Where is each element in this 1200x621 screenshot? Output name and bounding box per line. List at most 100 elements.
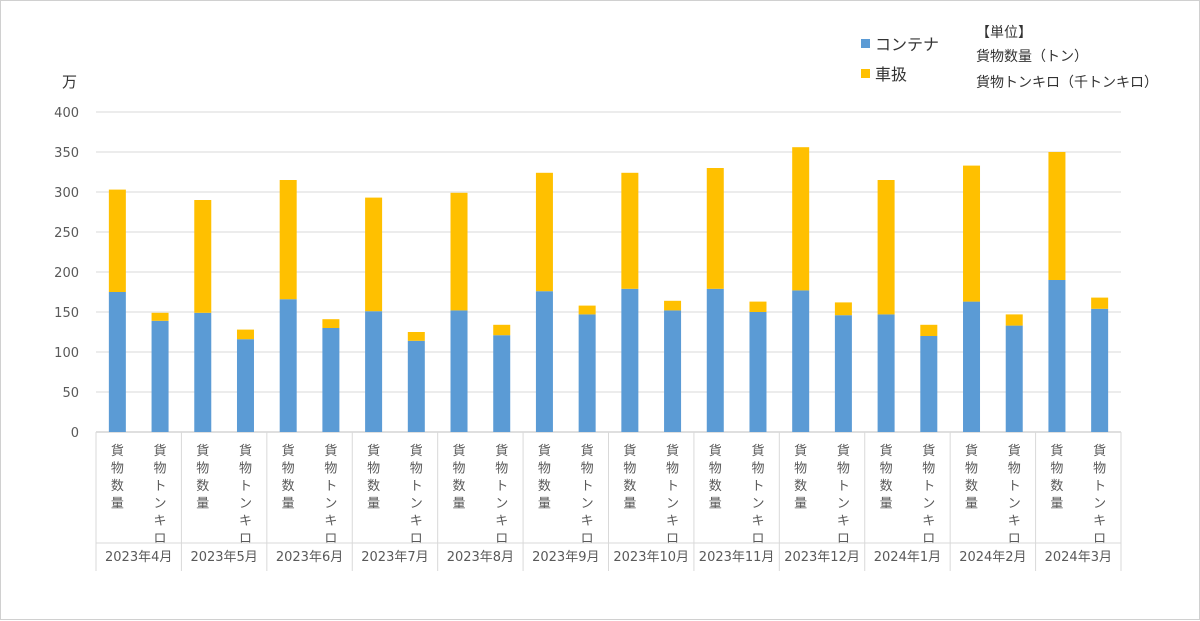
x-subcategory-label: ン xyxy=(324,497,337,512)
x-group-label: 2023年9月 xyxy=(532,550,599,565)
x-subcategory-label: 量 xyxy=(794,497,807,512)
x-group-label: 2023年11月 xyxy=(699,550,775,565)
bar-wagon-7 xyxy=(407,332,425,341)
x-subcategory-label: 物 xyxy=(965,462,978,477)
x-subcategory-label: 貨 xyxy=(282,443,295,459)
x-subcategory-label: ロ xyxy=(410,532,423,547)
x-group-label: 2024年1月 xyxy=(874,550,941,565)
x-subcategory-label: キ xyxy=(666,514,679,529)
x-subcategory-label: ン xyxy=(581,497,594,512)
bar-wagon-2 xyxy=(194,200,212,313)
x-subcategory-label: 物 xyxy=(324,462,337,477)
bar-container-1 xyxy=(151,320,169,432)
x-subcategory-label: 貨 xyxy=(751,443,764,459)
bar-container-13 xyxy=(664,310,682,432)
x-subcategory-label: 物 xyxy=(837,462,850,477)
x-subcategory-label: ト xyxy=(922,479,935,494)
x-subcategory-label: ン xyxy=(239,497,252,512)
x-subcategory-label: 貨 xyxy=(666,443,679,459)
bar-container-0 xyxy=(108,292,126,432)
bar-wagon-16 xyxy=(792,147,810,291)
x-subcategory-label: 物 xyxy=(922,462,935,477)
x-subcategory-label: 数 xyxy=(1050,479,1063,494)
bar-wagon-12 xyxy=(621,172,639,289)
x-subcategory-label: ン xyxy=(1008,497,1021,512)
x-subcategory-label: キ xyxy=(751,514,764,529)
x-subcategory-label: ロ xyxy=(581,532,594,547)
x-group-label: 2023年10月 xyxy=(613,550,689,565)
x-subcategory-label: ロ xyxy=(922,532,935,547)
x-group-label: 2023年5月 xyxy=(190,550,257,565)
bar-wagon-9 xyxy=(493,324,511,336)
y-tick-label: 300 xyxy=(54,186,79,201)
x-subcategory-label: 貨 xyxy=(880,443,893,459)
bar-wagon-18 xyxy=(877,180,895,315)
bar-wagon-4 xyxy=(279,180,297,300)
y-tick-label: 200 xyxy=(54,266,79,281)
y-tick-label: 150 xyxy=(54,306,79,321)
bar-container-6 xyxy=(365,311,383,432)
bar-container-19 xyxy=(920,336,938,432)
x-subcategory-label: 貨 xyxy=(196,443,209,459)
x-subcategory-label: ン xyxy=(666,497,679,512)
x-subcategory-label: 貨 xyxy=(154,443,167,459)
x-subcategory-label: 貨 xyxy=(239,443,252,459)
bar-wagon-0 xyxy=(108,189,126,292)
x-subcategory-label: 貨 xyxy=(111,443,124,459)
x-subcategory-label: キ xyxy=(1008,514,1021,529)
x-group-label: 2024年3月 xyxy=(1045,550,1112,565)
x-subcategory-label: 物 xyxy=(410,462,423,477)
x-subcategory-label: ン xyxy=(922,497,935,512)
x-subcategory-label: 物 xyxy=(751,462,764,477)
x-subcategory-label: 物 xyxy=(666,462,679,477)
bar-wagon-20 xyxy=(963,165,981,302)
bar-wagon-13 xyxy=(664,300,682,311)
legend-item-wagon: 車扱 xyxy=(861,61,907,85)
bar-container-15 xyxy=(749,312,767,432)
x-subcategory-label: 貨 xyxy=(709,443,722,459)
x-subcategory-label: 貨 xyxy=(1093,443,1106,459)
bar-container-21 xyxy=(1005,325,1023,432)
y-tick-label: 400 xyxy=(54,106,79,121)
x-subcategory-label: ン xyxy=(410,497,423,512)
x-subcategory-label: ロ xyxy=(1093,532,1106,547)
x-subcategory-label: 物 xyxy=(1093,462,1106,477)
bar-container-16 xyxy=(792,290,810,432)
x-subcategory-label: ト xyxy=(239,479,252,494)
x-subcategory-label: ト xyxy=(666,479,679,494)
x-subcategory-label: 貨 xyxy=(581,443,594,459)
x-subcategory-label: 数 xyxy=(965,479,978,494)
bar-container-3 xyxy=(236,339,254,432)
bar-wagon-17 xyxy=(834,302,852,316)
x-subcategory-label: ト xyxy=(581,479,594,494)
x-subcategory-label: キ xyxy=(495,514,508,529)
bar-wagon-1 xyxy=(151,312,169,321)
x-subcategory-label: 数 xyxy=(453,479,466,494)
bar-wagon-11 xyxy=(578,305,596,315)
x-subcategory-label: ン xyxy=(154,497,167,512)
bar-container-22 xyxy=(1048,280,1066,432)
x-subcategory-label: 物 xyxy=(111,462,124,477)
legend-label-container: コンテナ xyxy=(875,35,940,54)
bar-container-10 xyxy=(535,291,553,432)
bar-container-9 xyxy=(493,335,511,432)
x-subcategory-label: 量 xyxy=(453,497,466,512)
x-subcategory-label: ロ xyxy=(1008,532,1021,547)
bar-wagon-5 xyxy=(322,319,340,328)
x-subcategory-label: 貨 xyxy=(794,443,807,459)
x-subcategory-label: ロ xyxy=(154,532,167,547)
x-subcategory-label: 量 xyxy=(1050,497,1063,512)
x-group-label: 2024年2月 xyxy=(959,550,1026,565)
y-tick-label: 350 xyxy=(54,146,79,161)
x-subcategory-label: 貨 xyxy=(1050,443,1063,459)
x-subcategory-label: ト xyxy=(410,479,423,494)
x-subcategory-label: 量 xyxy=(367,497,380,512)
y-tick-label: 50 xyxy=(62,386,79,401)
x-subcategory-label: ン xyxy=(837,497,850,512)
bar-container-18 xyxy=(877,314,895,432)
x-subcategory-label: ロ xyxy=(495,532,508,547)
x-subcategory-label: 貨 xyxy=(623,443,636,459)
x-subcategory-label: 貨 xyxy=(538,443,551,459)
x-subcategory-label: 物 xyxy=(154,462,167,477)
